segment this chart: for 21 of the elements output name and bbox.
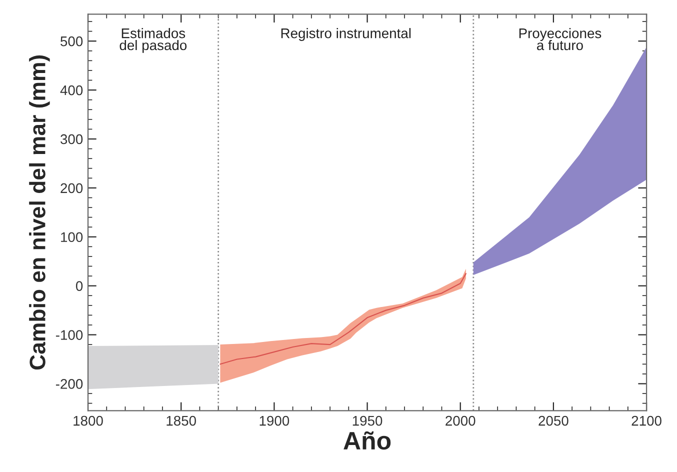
annotation: Estimados del pasado [120,28,187,53]
x-tick-label: 1950 [352,416,382,426]
line-series [220,273,466,365]
y-axis-title: Cambio en nivel del mar (mm) [29,55,50,370]
y-tick-label: -100 [56,330,83,340]
x-tick-label: 2000 [446,416,476,426]
y-tick-label: -200 [56,379,83,389]
y-tick-label: 100 [61,232,83,242]
y-tick-label: 400 [60,85,83,96]
x-axis-title: Año [344,431,391,450]
x-tick-label: 1850 [166,416,196,426]
annotation: Proyecciones a futuro [519,28,602,50]
y-tick-label: 200 [60,183,83,194]
x-tick-label: 1800 [74,416,103,426]
y-tick-label: 0 [76,281,83,291]
y-tick-label: 500 [60,36,83,46]
annotation: Registro instrumental [281,28,411,41]
x-tick-label: 1900 [260,416,290,426]
x-tick-label: 2100 [632,416,662,426]
x-tick-label: 2050 [538,416,568,426]
y-tick-label: 300 [60,134,83,144]
